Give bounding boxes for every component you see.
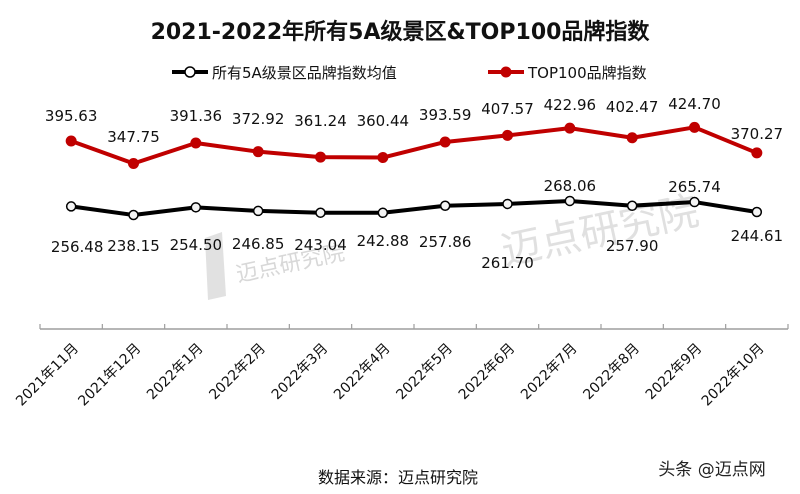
top100-data-label: 402.47	[606, 98, 659, 116]
x-tick-label: 2021年12月	[75, 341, 144, 410]
avg-point-marker	[439, 200, 451, 212]
top100-index-line	[70, 125, 758, 166]
avg-point-marker	[564, 195, 576, 207]
avg-point-marker	[377, 207, 389, 219]
top100-data-label: 395.63	[45, 107, 98, 125]
series-group	[65, 121, 763, 221]
top100-data-label: 372.92	[232, 110, 285, 128]
avg-point-marker	[128, 209, 139, 221]
top100-data-label: 393.59	[419, 106, 472, 124]
top100-data-label: 370.27	[731, 125, 784, 143]
x-tick-label: 2022年2月	[206, 341, 269, 404]
legend-item-avg: 所有5A级景区品牌指数均值	[172, 64, 397, 82]
top100-data-label: 422.96	[544, 96, 597, 114]
legend: 所有5A级景区品牌指数均值 TOP100品牌指数	[172, 64, 647, 82]
avg-data-label: 246.85	[232, 235, 285, 253]
x-tick-label: 2021年11月	[13, 341, 82, 410]
legend-item-top100: TOP100品牌指数	[488, 64, 647, 82]
x-tick-label: 2022年7月	[518, 341, 581, 404]
avg-point-marker	[751, 206, 763, 218]
data-labels: 256.48 238.15 254.50 246.85 243.04 242.88 257.…	[45, 95, 783, 272]
avg-data-label: 254.50	[170, 236, 223, 254]
top100-data-label: 391.36	[170, 107, 223, 125]
top100-data-label: 361.24	[294, 112, 347, 130]
top100-point-marker	[65, 135, 77, 147]
top100-point-marker	[377, 152, 389, 164]
top100-point-marker	[689, 121, 700, 133]
avg-point-marker	[502, 198, 513, 210]
avg-data-label: 244.61	[731, 227, 784, 245]
x-tick-label: 2022年8月	[580, 341, 643, 404]
avg-index-line	[70, 198, 758, 218]
avg-point-marker	[626, 200, 638, 211]
top100-data-label: 347.75	[107, 128, 160, 146]
data-source: 数据来源：迈点研究院	[318, 468, 478, 487]
avg-data-label: 257.86	[419, 233, 472, 251]
top100-point-marker	[751, 147, 763, 159]
avg-data-label: 257.90	[606, 237, 659, 255]
corner-credit: 头条 @迈点网	[658, 460, 765, 480]
x-axis	[39, 324, 789, 330]
top100-point-marker	[315, 151, 326, 163]
top100-point-marker	[439, 136, 451, 148]
top100-point-marker	[190, 137, 202, 149]
top100-data-label: 424.70	[668, 95, 721, 113]
x-tick-label: 2022年1月	[144, 341, 207, 404]
avg-point-marker	[315, 207, 326, 218]
avg-data-label: 256.48	[51, 238, 104, 256]
x-tick-label: 2022年6月	[456, 341, 519, 404]
chart-title: 2021-2022年所有5A级景区&TOP100品牌指数	[151, 19, 651, 45]
x-tick-label: 2022年5月	[393, 341, 456, 404]
avg-data-label: 265.74	[668, 178, 721, 196]
top100-point-marker	[128, 158, 139, 170]
legend-label-top100: TOP100品牌指数	[527, 64, 647, 82]
avg-data-label: 243.04	[294, 236, 347, 254]
avg-data-label: 268.06	[544, 177, 597, 195]
x-tick-label: 2022年9月	[643, 341, 706, 404]
x-tick-label: 2022年4月	[331, 341, 394, 404]
x-tick-label: 2022年3月	[269, 341, 332, 404]
top100-data-label: 407.57	[481, 100, 534, 118]
top100-point-marker	[252, 146, 264, 158]
avg-point-marker	[65, 201, 77, 212]
legend-label-avg: 所有5A级景区品牌指数均值	[212, 64, 397, 82]
avg-data-label: 242.88	[357, 232, 410, 250]
top100-point-marker	[626, 132, 638, 144]
avg-data-label: 238.15	[107, 237, 160, 255]
top100-point-marker	[564, 122, 576, 134]
hollow-circle-marker-icon	[184, 66, 196, 78]
avg-point-marker	[252, 205, 264, 217]
filled-circle-marker-icon	[500, 66, 512, 78]
top100-data-label: 360.44	[357, 112, 410, 130]
x-tick-label: 2022年10月	[699, 341, 768, 410]
avg-point-marker	[689, 196, 700, 208]
avg-data-label: 261.70	[481, 254, 534, 272]
avg-point-marker	[190, 202, 202, 213]
top100-point-marker	[502, 129, 513, 141]
